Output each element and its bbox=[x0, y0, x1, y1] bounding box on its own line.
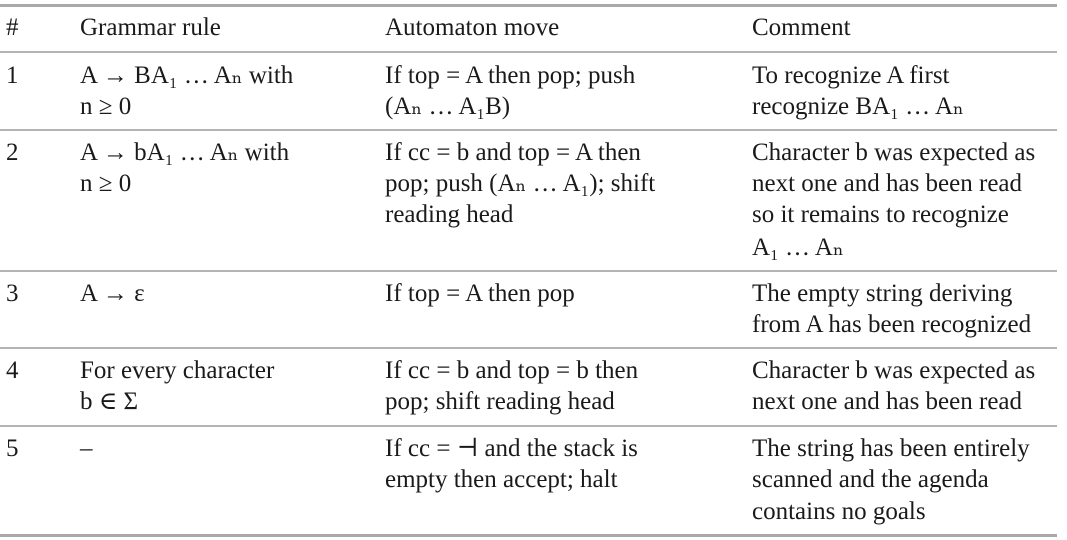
row-divider bbox=[0, 270, 1057, 272]
row-divider bbox=[0, 347, 1057, 349]
grammar-rule-line: A → ε bbox=[80, 280, 145, 307]
row-divider bbox=[0, 425, 1057, 427]
comment-line: A₁ … Aₙ bbox=[752, 234, 844, 261]
grammar-rule-line: – bbox=[80, 435, 93, 462]
automaton-move-line: (Aₙ … A₁B) bbox=[385, 93, 511, 120]
grammar-rule-line: For every character bbox=[80, 357, 275, 384]
header-number: # bbox=[6, 14, 19, 41]
comment-line: Character b was expected as bbox=[752, 357, 1036, 384]
comment-line: The empty string deriving bbox=[752, 280, 1013, 307]
header-grammar-rule: Grammar rule bbox=[80, 14, 221, 41]
automaton-move-line: If cc = ⊣ and the stack is bbox=[385, 435, 638, 462]
automaton-move-line: If cc = b and top = b then bbox=[385, 357, 639, 384]
comment-line: next one and has been read bbox=[752, 170, 1023, 197]
automaton-move-line: pop; shift reading head bbox=[385, 388, 615, 415]
comment-line: Character b was expected as bbox=[752, 139, 1036, 166]
automaton-move-line: If cc = b and top = A then bbox=[385, 139, 641, 166]
automaton-move-line: empty then accept; halt bbox=[385, 466, 618, 493]
grammar-rule-line: A → bA₁ … Aₙ with bbox=[80, 139, 290, 166]
comment-line: next one and has been read bbox=[752, 388, 1023, 415]
comment-line: so it remains to recognize bbox=[752, 201, 1009, 228]
header-comment: Comment bbox=[752, 14, 851, 41]
automaton-move-line: pop; push (Aₙ … A₁); shift bbox=[385, 170, 656, 197]
automaton-move-line: If top = A then pop; push bbox=[385, 62, 636, 89]
table-top-rule bbox=[0, 4, 1057, 7]
header-automaton-move: Automaton move bbox=[385, 14, 560, 41]
row-number: 1 bbox=[6, 62, 19, 89]
row-number: 5 bbox=[6, 435, 19, 462]
row-divider bbox=[0, 129, 1057, 131]
comment-line: from A has been recognized bbox=[752, 311, 1032, 338]
grammar-rule-line: n ≥ 0 bbox=[80, 170, 132, 197]
grammar-rule-line: A → BA₁ … Aₙ with bbox=[80, 62, 294, 89]
grammar-rule-line: n ≥ 0 bbox=[80, 93, 132, 120]
row-number: 4 bbox=[6, 357, 19, 384]
automaton-move-line: If top = A then pop bbox=[385, 280, 575, 307]
comment-line: contains no goals bbox=[752, 498, 926, 525]
grammar-rule-line: b ∈ Σ bbox=[80, 388, 139, 415]
comment-line: scanned and the agenda bbox=[752, 466, 989, 493]
row-number: 2 bbox=[6, 139, 19, 166]
automaton-move-line: reading head bbox=[385, 201, 514, 228]
row-number: 3 bbox=[6, 280, 19, 307]
comment-line: To recognize A first bbox=[752, 62, 950, 89]
comment-line: The string has been entirely bbox=[752, 435, 1030, 462]
comment-line: recognize BA₁ … Aₙ bbox=[752, 93, 964, 120]
table-bottom-rule bbox=[0, 534, 1057, 537]
header-rule bbox=[0, 51, 1057, 53]
